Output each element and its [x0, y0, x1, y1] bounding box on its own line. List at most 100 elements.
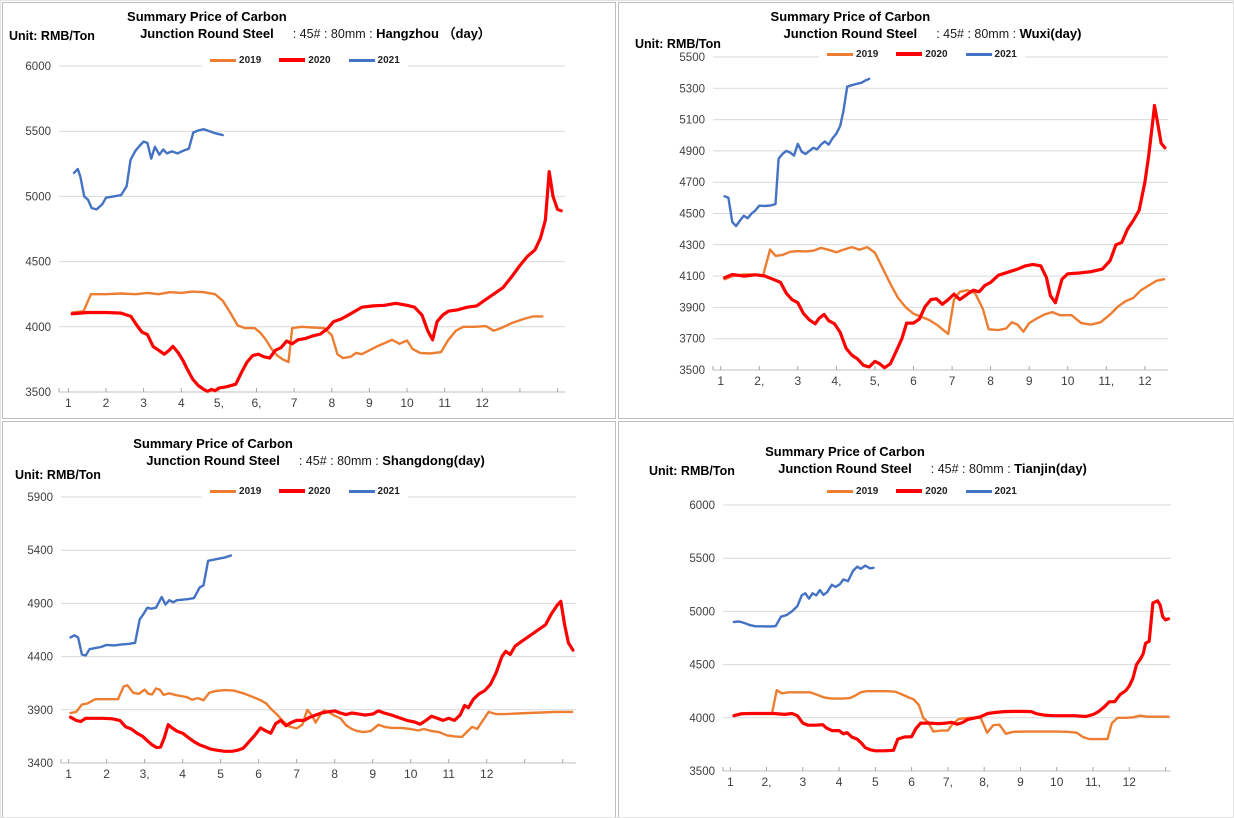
svg-text:2,: 2, — [754, 374, 764, 388]
svg-text:1: 1 — [65, 767, 72, 781]
chart-city-label: Shangdong(day) — [382, 452, 485, 468]
chart-panel-hangzhou: Summary Price of Carbon Junction Round S… — [2, 2, 616, 419]
chart-title-line1: Summary Price of Carbon — [127, 9, 287, 24]
svg-text:6: 6 — [910, 374, 917, 388]
svg-text:4500: 4500 — [25, 257, 51, 269]
svg-text:4100: 4100 — [679, 271, 705, 283]
svg-text:10: 10 — [1050, 775, 1064, 789]
legend-label: 2019 — [239, 54, 262, 66]
legend-label: 2019 — [856, 48, 879, 60]
legend-line-swatch-2020 — [279, 58, 306, 62]
svg-text:5300: 5300 — [679, 83, 705, 95]
chart-title-line2: Junction Round Steel — [778, 460, 912, 476]
legend-label: 2020 — [925, 485, 948, 497]
svg-text:4300: 4300 — [679, 240, 705, 252]
legend-item-2020: 2020 — [279, 485, 331, 497]
legend-item-2021: 2021 — [348, 54, 400, 66]
legend-line-swatch-2019 — [827, 52, 854, 56]
svg-text:4,: 4, — [831, 374, 841, 388]
svg-text:5,: 5, — [870, 374, 880, 388]
chart-title-line2: Junction Round Steel — [140, 25, 274, 41]
svg-text:1: 1 — [717, 374, 724, 388]
unit-label: Unit: RMB/Ton — [15, 468, 101, 482]
svg-text:4000: 4000 — [689, 713, 715, 725]
svg-text:5100: 5100 — [679, 115, 705, 127]
legend-label: 2021 — [994, 485, 1017, 497]
svg-text:10: 10 — [404, 767, 418, 781]
svg-text:9: 9 — [1017, 775, 1024, 789]
svg-text:7: 7 — [293, 767, 300, 781]
chart-legend: 2019 2020 2021 — [202, 484, 408, 498]
svg-text:3700: 3700 — [679, 334, 705, 346]
svg-text:12: 12 — [1138, 374, 1152, 388]
chart-panel-shangdong: Summary Price of Carbon Junction Round S… — [2, 421, 616, 817]
svg-text:5000: 5000 — [25, 191, 51, 203]
svg-text:10: 10 — [400, 396, 414, 410]
legend-label: 2021 — [377, 54, 400, 66]
svg-text:3900: 3900 — [27, 705, 53, 717]
unit-label: Unit: RMB/Ton — [635, 37, 721, 51]
svg-text:3900: 3900 — [679, 302, 705, 314]
chart-title: Summary Price of Carbon Junction Round S… — [771, 9, 1082, 43]
chart-legend: 2019 2020 2021 — [819, 484, 1025, 498]
legend-label: 2020 — [308, 54, 331, 66]
svg-text:3500: 3500 — [679, 365, 705, 377]
line-chart-tianjin: 6000 5500 5000 4500 4000 3500 1 2, 3 4 5 6 7, 8, 9 10 11… — [689, 500, 1171, 789]
chart-title: Summary Price of Carbon Junction Round S… — [127, 9, 491, 43]
chart-spec-label: : 45# : 80mm : — [936, 26, 1017, 41]
legend-line-swatch-2021 — [965, 489, 992, 493]
legend-label: 2020 — [308, 485, 331, 497]
chart-panel-tianjin: Summary Price of Carbon Junction Round S… — [618, 421, 1233, 817]
svg-text:11: 11 — [438, 396, 451, 410]
chart-title-line2: Junction Round Steel — [783, 25, 918, 41]
svg-text:2,: 2, — [761, 775, 771, 789]
svg-text:9: 9 — [1026, 374, 1033, 388]
svg-text:12: 12 — [480, 767, 494, 781]
legend-item-2020: 2020 — [279, 54, 331, 66]
svg-text:7: 7 — [291, 396, 298, 410]
svg-text:5900: 5900 — [27, 492, 53, 504]
svg-text:3: 3 — [799, 775, 806, 789]
svg-text:8,: 8, — [979, 775, 989, 789]
legend-item-2019: 2019 — [827, 49, 878, 60]
svg-text:5: 5 — [217, 767, 224, 781]
svg-text:11,: 11, — [1085, 775, 1101, 789]
svg-text:3500: 3500 — [689, 766, 715, 778]
svg-text:11: 11 — [442, 767, 455, 781]
svg-text:9: 9 — [369, 767, 376, 781]
chart-city-label: Hangzhou （day） — [376, 25, 491, 41]
legend-label: 2019 — [239, 485, 262, 497]
svg-text:4900: 4900 — [679, 146, 705, 158]
svg-text:3400: 3400 — [27, 758, 53, 770]
svg-text:6000: 6000 — [25, 61, 51, 73]
chart-title-line1: Summary Price of Carbon — [770, 9, 931, 24]
svg-text:5500: 5500 — [25, 126, 51, 138]
legend-label: 2019 — [856, 485, 879, 497]
chart-title-line2: Junction Round Steel — [146, 452, 280, 468]
chart-spec-label: : 45# : 80mm : — [292, 26, 373, 41]
chart-city-label: Wuxi(day) — [1019, 25, 1082, 41]
unit-label: Unit: RMB/Ton — [649, 464, 735, 478]
svg-text:4500: 4500 — [689, 660, 715, 672]
svg-text:8: 8 — [328, 396, 335, 410]
legend-line-swatch-2021 — [348, 58, 375, 62]
legend-label: 2020 — [925, 48, 948, 60]
svg-text:12: 12 — [1123, 775, 1137, 789]
svg-text:5: 5 — [872, 775, 879, 789]
svg-text:4400: 4400 — [27, 652, 53, 664]
legend-line-swatch-2020 — [279, 489, 306, 493]
svg-text:5400: 5400 — [27, 545, 53, 557]
svg-text:4000: 4000 — [25, 322, 51, 334]
svg-text:3: 3 — [140, 396, 147, 410]
legend-label: 2021 — [377, 485, 400, 497]
legend-item-2021: 2021 — [965, 485, 1017, 497]
chart-spec-label: : 45# : 80mm : — [930, 461, 1011, 476]
legend-item-2019: 2019 — [210, 486, 261, 497]
svg-text:10: 10 — [1061, 374, 1075, 388]
chart-spec-label: : 45# : 80mm : — [298, 453, 379, 468]
legend-line-swatch-2019 — [827, 489, 854, 493]
svg-text:12: 12 — [476, 396, 490, 410]
